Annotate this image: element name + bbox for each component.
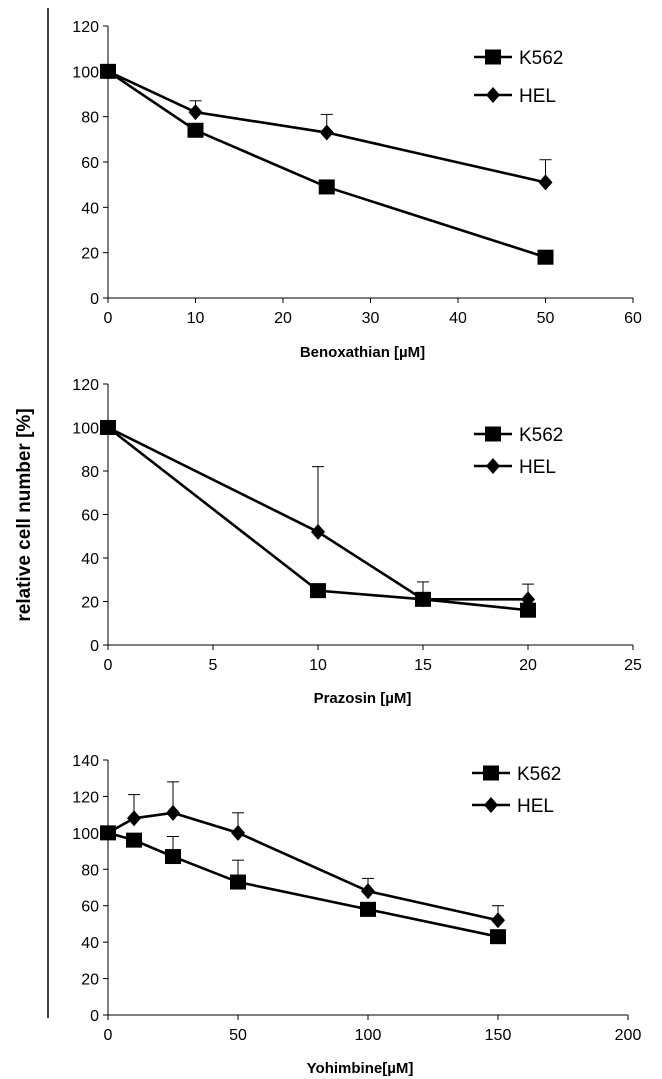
legend-label: K562 <box>519 425 563 446</box>
y-tick-label: 100 <box>72 421 99 438</box>
x-tick-label: 60 <box>624 310 642 327</box>
data-point-diamond <box>188 104 203 121</box>
x-tick-label: 0 <box>104 657 113 674</box>
legend-marker-square <box>485 49 501 65</box>
y-tick-label: 20 <box>81 246 99 263</box>
data-point-diamond <box>361 883 375 900</box>
legend-marker-diamond <box>486 87 500 103</box>
legend-label: HEL <box>519 86 556 107</box>
data-point-square <box>490 929 506 945</box>
x-tick-label: 150 <box>485 1027 512 1044</box>
data-point-square <box>126 832 142 848</box>
x-axis-label: Prazosin [µM] <box>314 690 412 707</box>
x-axis-label: Yohimbine[µM] <box>307 1060 414 1077</box>
legend: K562 HEL <box>474 48 563 107</box>
data-point-diamond <box>166 804 180 821</box>
legend-marker-square <box>485 426 501 442</box>
y-tick-label: 0 <box>90 638 99 655</box>
x-tick-label: 100 <box>355 1027 382 1044</box>
x-tick-label: 30 <box>362 310 380 327</box>
series-line <box>107 811 499 922</box>
series-line <box>107 70 546 259</box>
legend: K562 HEL <box>472 764 561 817</box>
y-tick-label: 80 <box>81 464 99 481</box>
series-line <box>107 70 546 184</box>
y-tick-label: 20 <box>81 595 99 612</box>
data-point-diamond <box>416 591 430 608</box>
y-tick-label: 120 <box>72 19 99 36</box>
x-axis-label: Benoxathian [µM] <box>300 344 425 361</box>
series-k562 <box>100 420 536 618</box>
data-point-diamond <box>101 63 115 80</box>
y-tick-label: 40 <box>81 200 99 217</box>
chart-panel-2: 0 20 40 60 80 100 120 0 5 10 15 20 25 Prazosin [µM] K5… <box>72 377 642 707</box>
x-tick-label: 20 <box>519 657 537 674</box>
series-line <box>107 426 528 601</box>
legend-label: HEL <box>519 457 556 478</box>
data-point-square <box>165 849 181 865</box>
legend: K562 HEL <box>474 425 563 478</box>
x-tick-label: 0 <box>104 310 113 327</box>
y-tick-label: 100 <box>72 64 99 81</box>
data-point-square <box>310 583 326 599</box>
y-tick-label: 80 <box>81 110 99 127</box>
y-tick-label: 120 <box>72 789 99 806</box>
data-point-diamond <box>127 810 141 827</box>
y-tick-label: 140 <box>72 753 99 770</box>
data-point-diamond <box>311 523 325 540</box>
y-tick-label: 0 <box>90 1008 99 1025</box>
data-point-diamond <box>319 124 334 141</box>
y-tick-label: 120 <box>72 377 99 394</box>
legend-label: K562 <box>517 764 561 785</box>
legend-marker-diamond <box>484 797 498 813</box>
y-tick-label: 60 <box>81 155 99 172</box>
shared-y-axis-label: relative cell number [%] <box>14 408 35 621</box>
y-tick-label: 60 <box>81 508 99 525</box>
data-point-square <box>520 602 536 618</box>
y-tick-label: 40 <box>81 935 99 952</box>
series-hel <box>101 781 505 929</box>
x-tick-label: 25 <box>624 657 642 674</box>
x-tick-label: 0 <box>104 1027 113 1044</box>
x-tick-label: 200 <box>615 1027 642 1044</box>
data-point-square <box>230 874 246 890</box>
data-point-square <box>318 179 335 195</box>
x-tick-label: 40 <box>449 310 467 327</box>
y-tick-label: 60 <box>81 899 99 916</box>
x-tick-label: 5 <box>209 657 218 674</box>
y-tick-label: 20 <box>81 972 99 989</box>
y-tick-label: 80 <box>81 862 99 879</box>
x-tick-label: 10 <box>187 310 205 327</box>
x-tick-label: 15 <box>414 657 432 674</box>
y-tick-label: 100 <box>72 826 99 843</box>
data-point-diamond <box>538 174 553 191</box>
legend-marker-diamond <box>486 458 500 474</box>
series-hel <box>101 419 535 608</box>
y-tick-label: 0 <box>90 291 99 308</box>
data-point-diamond <box>101 419 115 436</box>
series-k562 <box>100 825 506 945</box>
x-tick-label: 10 <box>309 657 327 674</box>
legend-label: HEL <box>517 796 554 817</box>
legend-marker-square <box>483 765 499 781</box>
data-point-square <box>537 249 554 265</box>
x-tick-label: 50 <box>229 1027 247 1044</box>
series-hel <box>101 63 553 191</box>
data-point-diamond <box>231 824 245 841</box>
y-tick-label: 40 <box>81 551 99 568</box>
x-tick-label: 50 <box>537 310 555 327</box>
data-point-diamond <box>491 912 505 929</box>
legend-label: K562 <box>519 48 563 69</box>
x-tick-label: 20 <box>274 310 292 327</box>
chart-panel-3: 0 20 40 60 80 100 120 140 0 50 100 150 200 Yohimbine[… <box>72 753 641 1077</box>
data-point-square <box>187 122 204 138</box>
chart-panel-1: 0 20 40 60 80 100 120 0 10 20 30 40 50 60 Benoxathian … <box>72 19 642 361</box>
data-point-square <box>360 901 376 917</box>
series-line <box>107 426 529 612</box>
data-point-diamond <box>101 824 115 841</box>
data-point-diamond <box>521 591 535 608</box>
series-line <box>107 831 499 938</box>
